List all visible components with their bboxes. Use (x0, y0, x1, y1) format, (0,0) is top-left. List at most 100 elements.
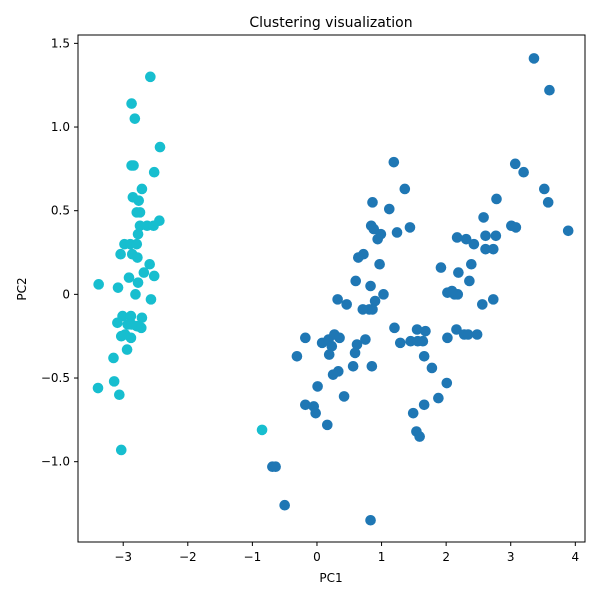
data-point-1-30 (384, 203, 395, 215)
plot-frame (77, 34, 586, 543)
data-point-1-41 (350, 275, 362, 287)
data-point-1-86 (338, 391, 350, 402)
data-point-0-49 (256, 424, 268, 436)
x-tick-label: 4 (571, 550, 579, 564)
data-point-1-31 (367, 197, 378, 208)
data-point-0-16 (132, 228, 144, 240)
data-point-0-24 (138, 267, 150, 278)
data-point-1-66 (418, 399, 430, 411)
data-point-0-31 (145, 294, 157, 305)
data-point-0-22 (132, 252, 143, 263)
data-point-1-36 (391, 227, 403, 238)
data-point-0-34 (136, 312, 148, 324)
data-point-1-47 (367, 304, 378, 315)
data-point-1-52 (411, 324, 423, 335)
data-point-1-65 (433, 392, 444, 404)
data-point-1-50 (389, 322, 400, 334)
data-point-0-45 (108, 376, 120, 387)
y-axis-label: PC2 (15, 277, 29, 300)
data-point-0-0 (145, 71, 156, 83)
data-point-0-25 (148, 270, 160, 282)
data-point-1-10 (490, 230, 502, 242)
data-point-1-20 (464, 275, 475, 287)
chart-title: Clustering visualization (249, 15, 412, 31)
data-point-1-24 (477, 299, 488, 310)
x-axis-label: PC1 (319, 571, 342, 585)
data-point-0-39 (135, 322, 147, 334)
data-point-1-37 (372, 233, 383, 245)
data-point-0-41 (115, 330, 127, 342)
data-point-1-53 (420, 325, 431, 337)
data-point-1-17 (487, 243, 499, 255)
data-point-1-63 (426, 362, 438, 374)
data-point-1-64 (441, 377, 453, 389)
data-point-1-28 (388, 156, 400, 168)
data-point-1-51 (394, 337, 406, 349)
data-point-0-19 (131, 238, 143, 250)
data-point-1-76 (351, 339, 363, 350)
data-point-1-39 (353, 252, 364, 263)
data-point-1-71 (300, 332, 311, 344)
data-point-1-84 (327, 369, 339, 380)
data-point-1-6 (562, 225, 574, 237)
data-point-1-16 (480, 243, 491, 255)
data-point-1-11 (468, 238, 480, 250)
data-point-1-4 (539, 183, 550, 195)
data-point-1-40 (374, 258, 385, 270)
x-tick-label: −1 (244, 550, 262, 564)
data-point-1-25 (487, 294, 499, 305)
data-point-1-82 (366, 361, 378, 372)
data-point-1-56 (417, 335, 429, 347)
data-point-1-1 (544, 84, 555, 96)
data-point-1-19 (453, 267, 464, 278)
data-point-0-6 (148, 166, 160, 178)
data-point-0-35 (112, 317, 123, 329)
y-tick-label: −0.5 (41, 371, 70, 385)
data-point-1-89 (310, 407, 321, 419)
x-tick-label: −3 (114, 550, 132, 564)
data-point-0-29 (112, 282, 124, 293)
x-tick-label: 1 (378, 550, 386, 564)
data-point-1-5 (542, 197, 554, 208)
y-axis: −1.0 −0.5 0 0.5 1.0 1.5 (41, 36, 78, 469)
data-point-1-27 (446, 285, 458, 297)
y-tick-label: 0 (62, 287, 70, 301)
data-point-0-43 (121, 344, 133, 355)
data-point-0-23 (144, 258, 155, 270)
data-point-1-8 (478, 212, 489, 223)
data-point-1-0 (528, 53, 540, 64)
data-point-1-94 (365, 514, 376, 526)
data-point-1-62 (418, 350, 430, 362)
data-point-1-60 (471, 329, 483, 340)
data-point-0-2 (129, 113, 141, 124)
data-point-1-87 (300, 399, 311, 411)
data-point-1-43 (378, 289, 389, 300)
data-point-0-20 (115, 248, 126, 260)
x-tick-label: −2 (179, 550, 197, 564)
data-point-1-2 (509, 158, 521, 170)
data-point-1-18 (466, 258, 477, 270)
data-point-1-44 (369, 295, 381, 307)
data-point-0-1 (126, 98, 137, 109)
data-point-0-26 (123, 272, 135, 283)
data-point-1-81 (347, 361, 359, 372)
data-point-0-28 (93, 279, 104, 290)
x-axis: −3 −2 −1 0 1 2 3 4 (114, 542, 579, 564)
data-point-1-46 (357, 304, 369, 315)
data-point-1-13 (451, 232, 463, 243)
data-point-0-30 (130, 289, 141, 300)
data-point-1-69 (414, 431, 425, 442)
data-point-0-46 (92, 382, 104, 394)
data-point-0-44 (108, 352, 119, 364)
data-point-0-27 (132, 277, 144, 288)
data-point-1-78 (349, 347, 361, 359)
data-point-0-47 (114, 389, 125, 401)
data-point-0-9 (133, 195, 145, 206)
data-point-1-77 (360, 334, 371, 345)
data-point-1-9 (480, 230, 491, 242)
data-point-1-29 (399, 183, 411, 195)
y-tick-label: −1.0 (41, 455, 70, 469)
data-point-0-48 (115, 444, 127, 456)
x-tick-label: 2 (442, 550, 450, 564)
